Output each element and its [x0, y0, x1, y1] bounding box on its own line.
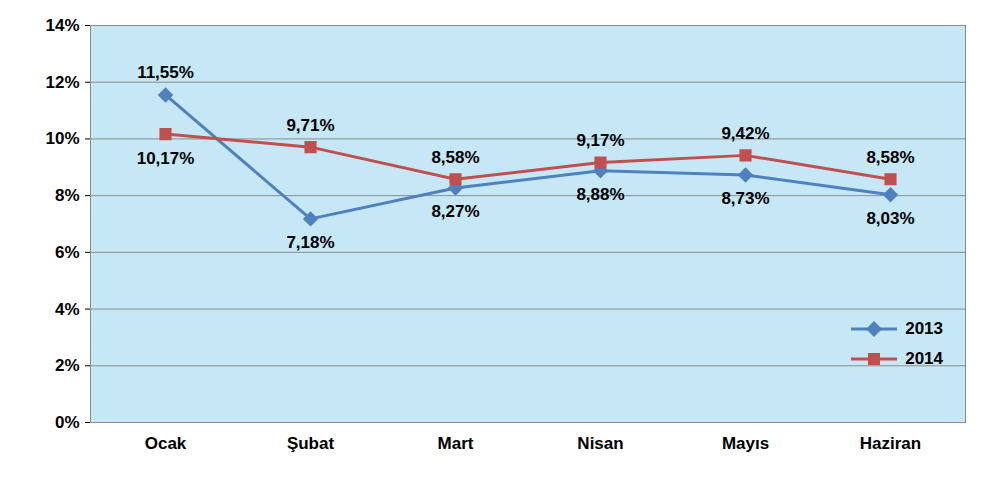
svg-text:11,55%: 11,55%	[137, 63, 194, 82]
svg-text:8,73%: 8,73%	[721, 189, 769, 208]
svg-text:Mayıs: Mayıs	[722, 434, 769, 453]
svg-text:8,27%: 8,27%	[431, 202, 479, 221]
svg-text:8%: 8%	[55, 186, 80, 205]
svg-text:Haziran: Haziran	[860, 434, 921, 453]
svg-text:Şubat: Şubat	[287, 434, 335, 453]
svg-text:2%: 2%	[55, 356, 80, 375]
svg-text:6%: 6%	[55, 243, 80, 262]
svg-text:Ocak: Ocak	[145, 434, 187, 453]
svg-text:4%: 4%	[55, 300, 80, 319]
svg-text:8,58%: 8,58%	[866, 148, 914, 167]
svg-text:14%: 14%	[45, 16, 79, 35]
svg-text:9,42%: 9,42%	[721, 124, 769, 143]
svg-text:Mart: Mart	[438, 434, 474, 453]
svg-text:9,71%: 9,71%	[286, 116, 334, 135]
svg-text:0%: 0%	[55, 413, 80, 432]
svg-text:12%: 12%	[45, 73, 79, 92]
svg-text:8,88%: 8,88%	[576, 185, 624, 204]
svg-text:10,17%: 10,17%	[137, 149, 195, 168]
svg-text:7,18%: 7,18%	[286, 233, 334, 252]
svg-text:9,17%: 9,17%	[576, 131, 624, 150]
html-text:2013: 2013	[905, 319, 943, 338]
html-text:2014: 2014	[905, 349, 943, 368]
svg-text:Nisan: Nisan	[577, 434, 623, 453]
svg-text:8,03%: 8,03%	[866, 209, 914, 228]
svg-text:10%: 10%	[45, 129, 79, 148]
svg-text:8,58%: 8,58%	[431, 148, 479, 167]
